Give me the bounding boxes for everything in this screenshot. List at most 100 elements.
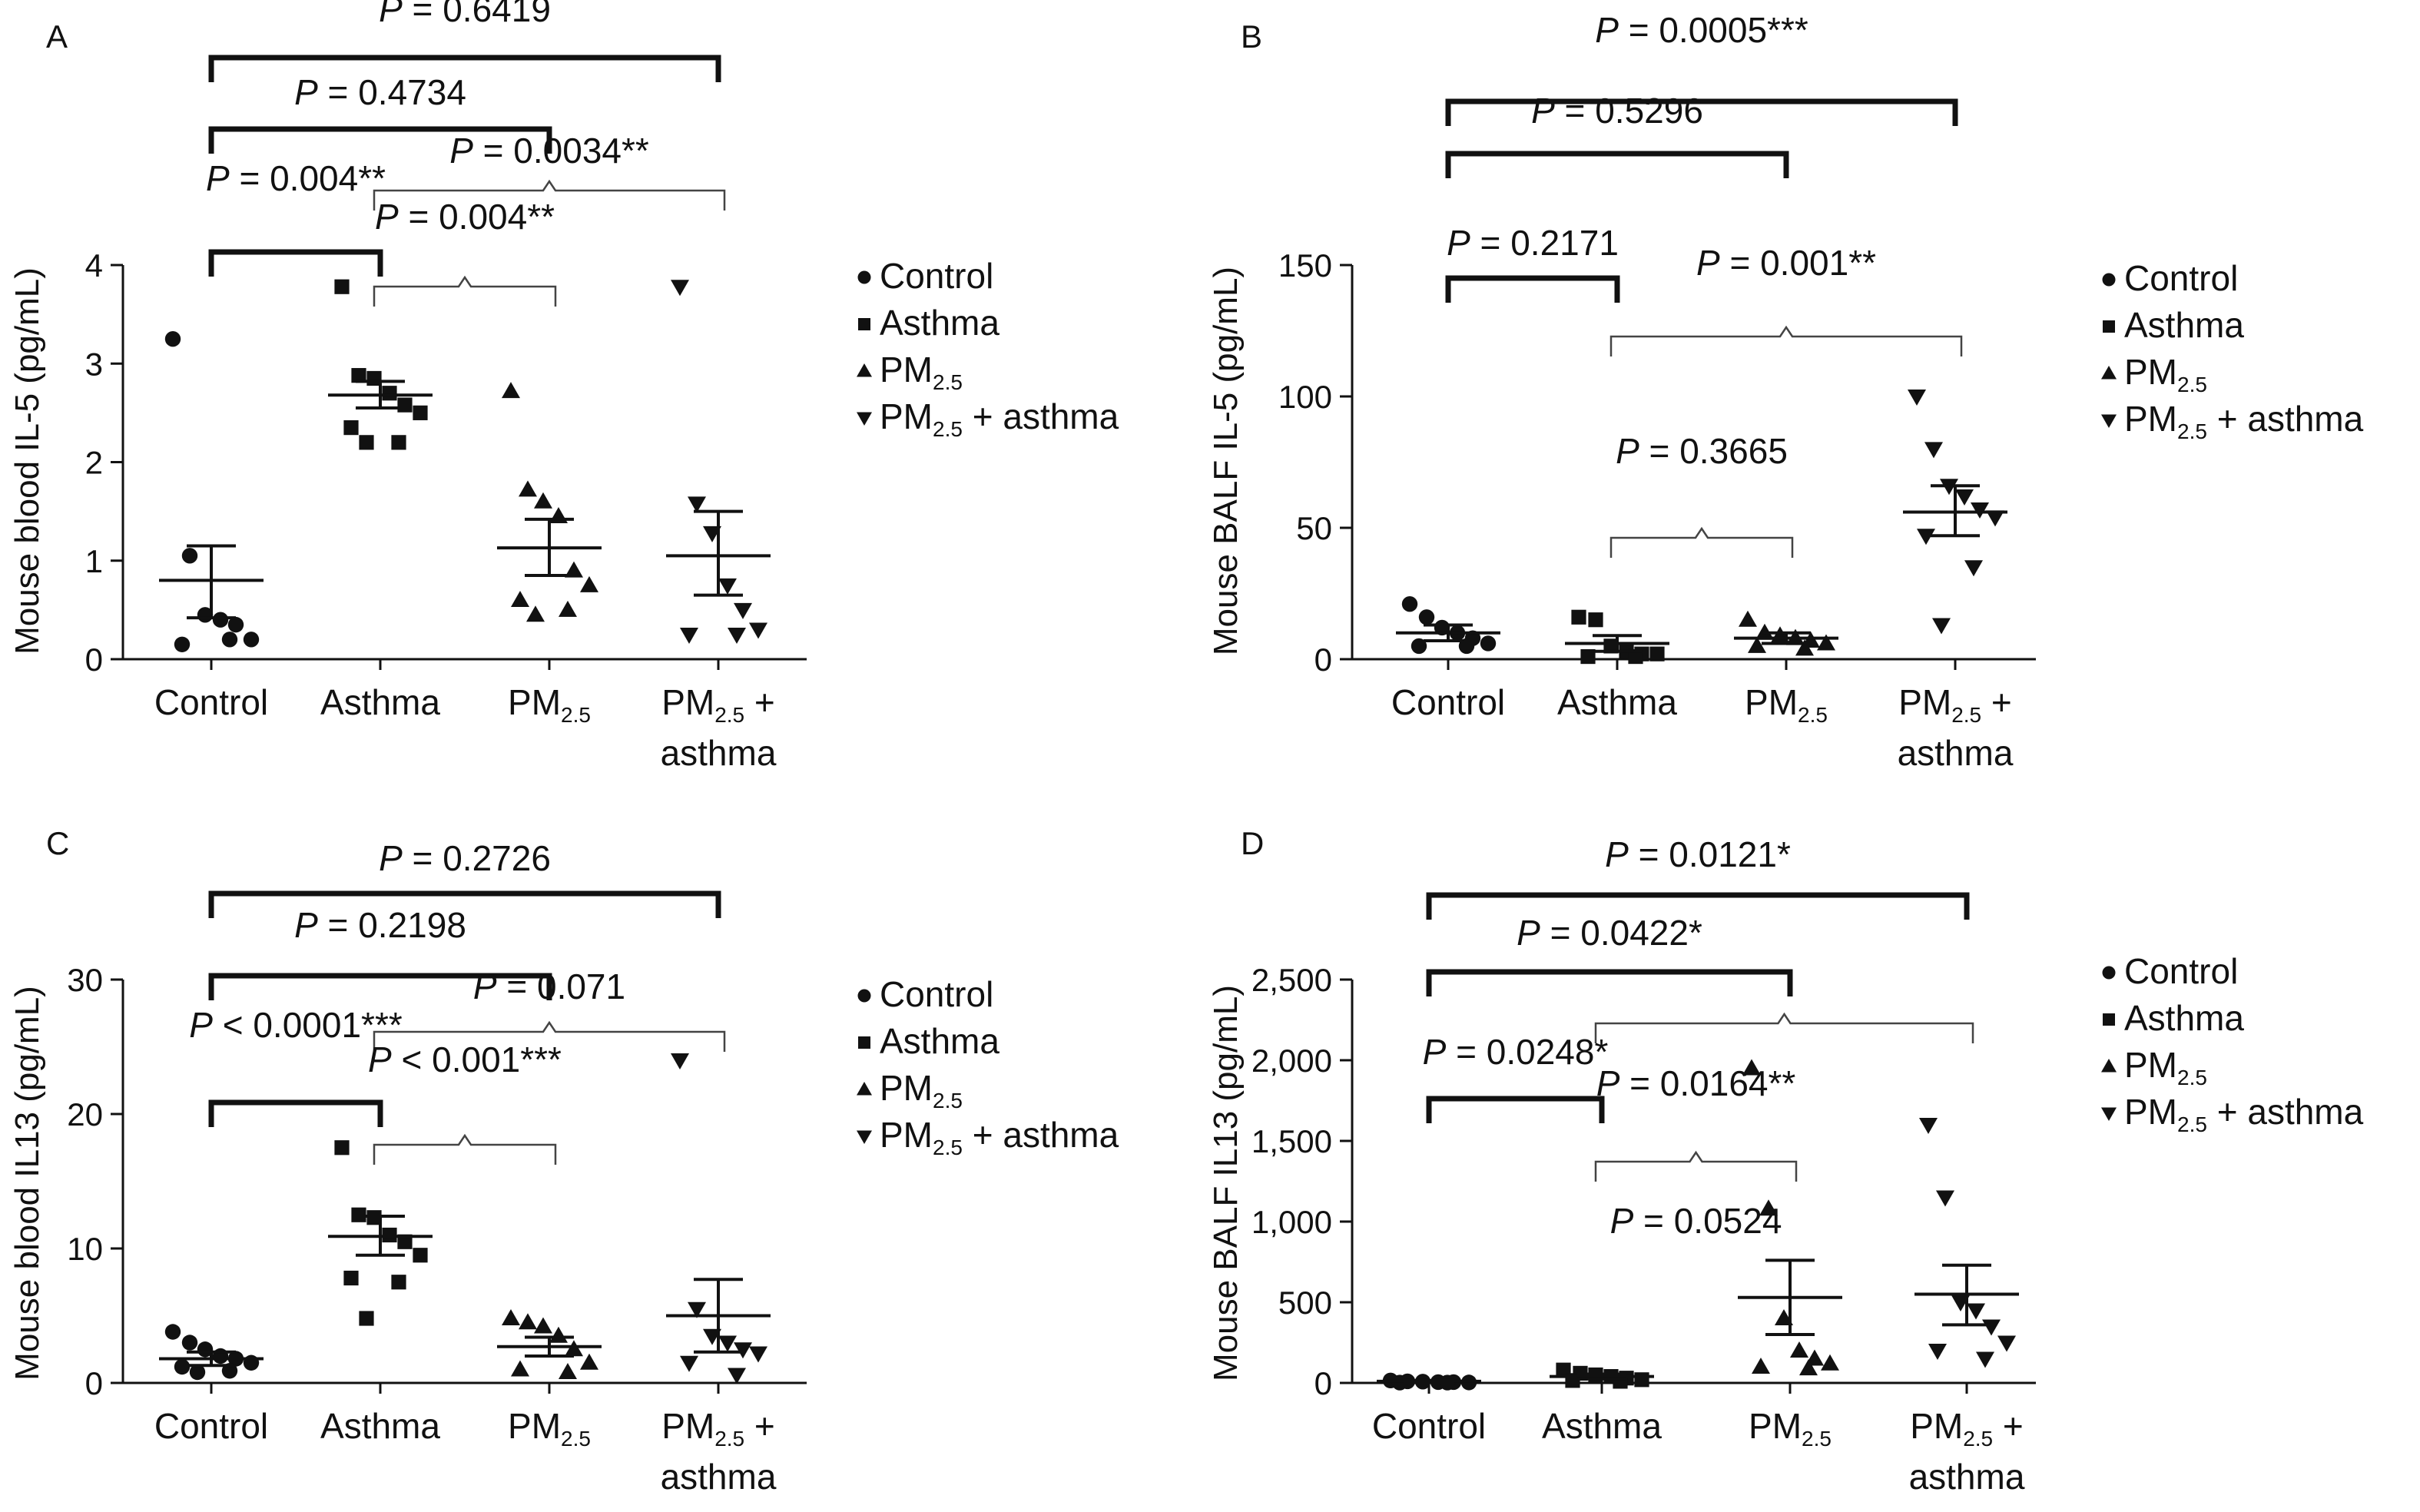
x-tick-label: PM2.5 + xyxy=(1910,1406,2024,1451)
data-point xyxy=(680,1355,698,1372)
legend-marker xyxy=(857,989,871,1003)
comparison-bracket: P < 0.001*** xyxy=(368,1040,562,1165)
p-value-label: P = 0.3665 xyxy=(1616,431,1788,471)
x-tick-label: PM2.5 + xyxy=(661,1406,775,1451)
data-point xyxy=(181,1335,198,1351)
p-value-label: P = 0.2198 xyxy=(294,905,466,945)
legend-marker xyxy=(2102,273,2116,287)
y-tick-label: 4 xyxy=(85,247,103,284)
data-point xyxy=(1997,1335,2016,1352)
series-pm25asthma xyxy=(666,280,771,644)
data-point xyxy=(1628,648,1643,665)
data-point xyxy=(413,405,428,420)
series-pm25asthma xyxy=(1914,1118,2019,1368)
y-tick-label: 3 xyxy=(85,346,103,382)
data-point xyxy=(382,386,397,401)
data-point xyxy=(728,627,746,644)
data-point xyxy=(243,632,260,648)
data-point xyxy=(359,1311,374,1326)
data-point xyxy=(688,1301,706,1318)
data-point xyxy=(680,627,698,644)
p-value-label: P < 0.001*** xyxy=(368,1040,562,1079)
data-point xyxy=(1986,510,2004,527)
data-point xyxy=(559,600,577,617)
x-tick-label: Asthma xyxy=(1542,1406,1662,1446)
series-asthma xyxy=(1550,1362,1654,1389)
p-value-label: P = 0.001** xyxy=(1696,243,1876,283)
data-point xyxy=(181,548,198,564)
y-tick-label: 0 xyxy=(1314,642,1332,678)
bracket-line xyxy=(1426,892,1970,920)
data-point xyxy=(1748,636,1766,653)
x-tick-label: asthma xyxy=(1909,1457,2025,1497)
data-point xyxy=(1924,442,1943,459)
y-tick-label: 0 xyxy=(85,1365,103,1401)
comparison-bracket: P = 0.0121* xyxy=(1426,834,1970,920)
y-tick-label: 150 xyxy=(1278,247,1332,284)
data-point xyxy=(511,1360,529,1377)
brace-line xyxy=(373,179,726,211)
data-point xyxy=(502,1309,520,1325)
panel-letter: D xyxy=(1241,825,1264,861)
data-point xyxy=(549,1326,568,1343)
data-point xyxy=(1817,634,1835,651)
data-point xyxy=(534,1317,552,1334)
p-value-label: P = 0.2726 xyxy=(379,838,551,878)
y-tick-label: 1,000 xyxy=(1251,1204,1332,1240)
comparison-bracket: P = 0.0248* xyxy=(1423,1032,1608,1123)
data-point xyxy=(1790,1341,1808,1358)
data-point xyxy=(343,420,359,436)
comparison-bracket: P = 0.0524 xyxy=(1610,1201,1782,1241)
x-tick-label: PM2.5 + xyxy=(661,682,775,727)
data-point xyxy=(397,397,413,413)
legend-marker xyxy=(2103,1013,2115,1026)
comparison-bracket: P < 0.0001*** xyxy=(189,1005,403,1127)
data-point xyxy=(519,1313,537,1330)
legend-label: Control xyxy=(2124,258,2238,298)
data-point xyxy=(1795,639,1814,656)
data-point xyxy=(580,1353,598,1370)
brace-line xyxy=(1609,526,1794,558)
p-value-label: P = 0.6419 xyxy=(379,0,551,29)
y-axis-label: Mouse blood IL-5 (pg/mL) xyxy=(8,267,46,655)
data-point xyxy=(718,1335,737,1352)
data-point xyxy=(1411,638,1427,655)
data-point xyxy=(1805,1349,1824,1366)
legend-label: PM2.5 xyxy=(2124,352,2207,396)
comparison-bracket: P = 0.3665 xyxy=(1609,431,1794,558)
panel-letter: B xyxy=(1241,18,1262,55)
legend-label: PM2.5 + asthma xyxy=(2124,1092,2364,1136)
legend-label: PM2.5 xyxy=(880,1068,963,1112)
data-point xyxy=(1919,1118,1938,1134)
legend-label: PM2.5 + asthma xyxy=(880,1115,1119,1159)
y-tick-label: 2,000 xyxy=(1251,1043,1332,1079)
y-tick-label: 100 xyxy=(1278,379,1332,415)
data-point xyxy=(526,605,545,622)
brace-line xyxy=(1594,1012,1974,1043)
series-asthma xyxy=(328,1140,433,1326)
legend-marker xyxy=(2102,966,2116,980)
legend-label: PM2.5 xyxy=(2124,1045,2207,1089)
legend-marker xyxy=(2101,414,2117,428)
legend-marker xyxy=(2101,1107,2117,1121)
y-tick-label: 500 xyxy=(1278,1285,1332,1321)
series-control xyxy=(159,330,264,652)
data-point xyxy=(559,1363,577,1379)
comparison-bracket: P = 0.2198 xyxy=(208,905,552,1000)
data-point xyxy=(1964,560,1983,577)
panel-letter: A xyxy=(46,18,68,55)
data-point xyxy=(221,632,238,648)
legend-marker xyxy=(857,363,872,377)
data-point xyxy=(1649,646,1665,662)
bracket-line xyxy=(208,1099,383,1127)
series-pm25 xyxy=(497,382,602,622)
brace-line xyxy=(1609,325,1963,356)
bracket-line xyxy=(1426,1096,1605,1123)
x-tick-label: PM2.5 xyxy=(508,1406,591,1451)
brace-line xyxy=(373,1020,726,1052)
series-asthma xyxy=(328,279,433,450)
legend-marker xyxy=(857,270,871,284)
legend-label: Asthma xyxy=(880,1021,999,1061)
